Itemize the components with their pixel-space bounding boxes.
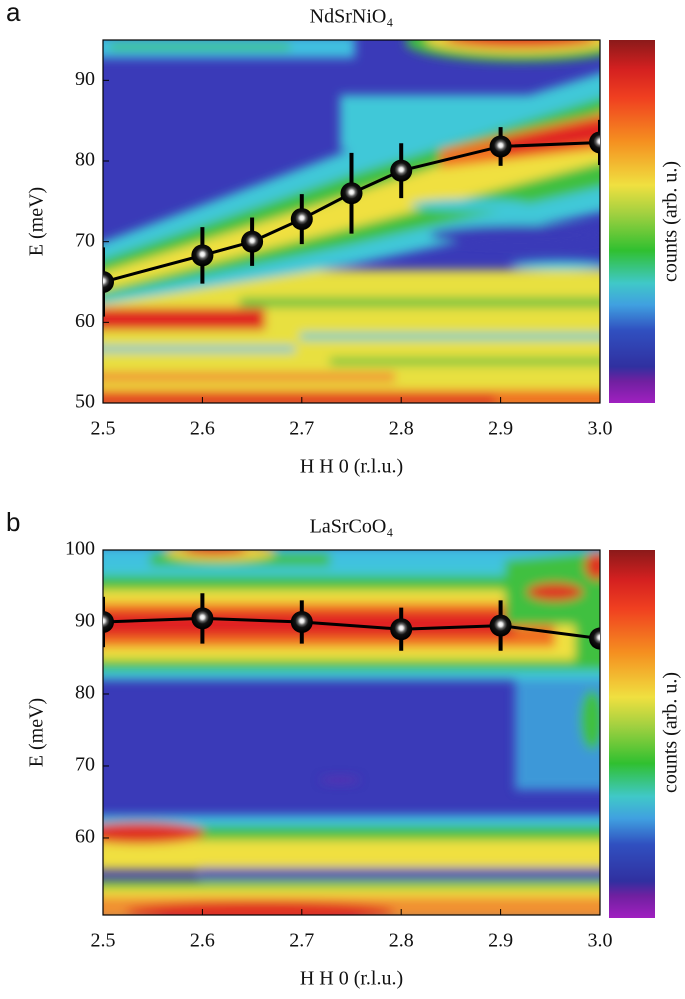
x-tick-label: 2.9 [488,930,513,952]
data-point [191,244,214,267]
data-point [290,208,313,231]
y-axis-label: E (meV) [26,698,48,767]
x-axis-label: H H 0 (r.l.u.) [300,968,403,990]
data-point [489,135,512,158]
y-tick-label: 80 [75,682,95,704]
y-tick-label: 70 [75,754,95,776]
heatmap [103,40,600,403]
x-tick-label: 3.0 [588,930,613,952]
x-tick-label: 2.7 [289,418,314,440]
data-point [191,607,214,630]
y-tick-label: 100 [65,538,95,560]
x-tick-label: 2.6 [190,418,215,440]
x-tick-label: 2.5 [91,418,116,440]
colorbar [609,40,655,403]
data-point [103,271,114,293]
y-axis-label: E (meV) [26,187,48,256]
panel-label: a [6,0,21,27]
data-point [340,182,363,205]
chart-title: NdSrNiO₄ [310,6,394,28]
colorbar-label: counts (arb. u.) [660,672,682,793]
data-point [103,610,114,633]
x-tick-label: 2.8 [389,930,414,952]
x-tick-label: 2.7 [289,930,314,952]
data-point [589,627,600,650]
panel-label: b [6,507,20,537]
chart-title: LaSrCoO₄ [310,516,394,538]
x-tick-label: 2.5 [91,930,116,952]
data-point [390,618,413,641]
data-point [489,614,512,637]
plot-frame [102,549,601,916]
y-tick-label: 60 [75,826,95,848]
colorbar-label: counts (arb. u.) [660,161,682,282]
y-tick-label: 90 [75,68,95,90]
x-axis-label: H H 0 (r.l.u.) [300,456,403,478]
data-line [103,616,600,641]
data-point [589,131,600,154]
data-point [390,159,413,182]
y-tick-label: 50 [75,391,95,413]
y-tick-label: 80 [75,149,95,171]
y-tick-label: 70 [75,229,95,251]
data-point [290,610,313,633]
x-tick-label: 2.8 [389,418,414,440]
x-tick-label: 2.9 [488,418,513,440]
y-tick-label: 90 [75,610,95,632]
data-point [241,230,264,253]
colorbar [609,550,655,918]
plot-frame [102,39,601,404]
x-tick-label: 2.6 [190,930,215,952]
x-tick-label: 3.0 [588,418,613,440]
y-tick-label: 60 [75,310,95,332]
heatmap [103,550,600,915]
